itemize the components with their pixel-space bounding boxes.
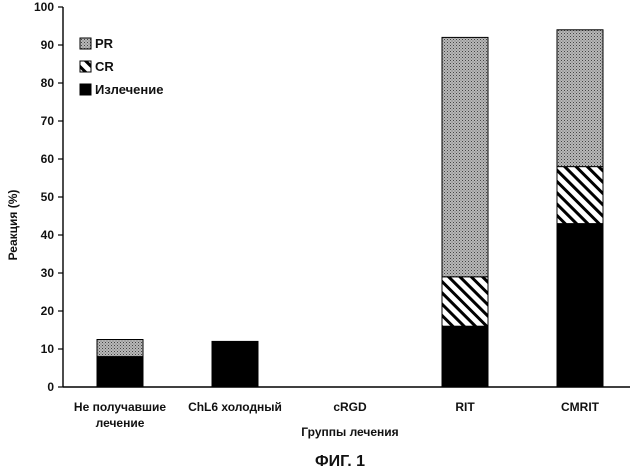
y-tick-label: 0 — [47, 380, 54, 394]
x-tick-label-line: RIT — [455, 400, 475, 414]
y-tick-label: 20 — [41, 304, 55, 318]
y-tick-label: 50 — [41, 190, 55, 204]
y-tick-label: 100 — [34, 0, 54, 14]
y-tick-label: 40 — [41, 228, 55, 242]
legend-swatch — [80, 84, 91, 95]
bar-segment — [212, 341, 258, 387]
y-tick-label: 90 — [41, 38, 55, 52]
legend-entry: CR — [95, 59, 114, 74]
x-tick-label-line: лечение — [96, 416, 145, 430]
y-axis-label: Реакция (%) — [6, 190, 20, 261]
y-tick-label: 30 — [41, 266, 55, 280]
y-tick-label: 80 — [41, 76, 55, 90]
legend-swatch — [80, 61, 91, 72]
x-tick-label-line: Не получавшие — [74, 400, 166, 414]
bar-segment — [557, 30, 603, 167]
x-axis-label: Группы лечения — [301, 425, 398, 439]
x-tick-label: cRGD — [333, 400, 367, 414]
bar-segment — [442, 37, 488, 276]
legend: PR CR Излечение — [80, 36, 163, 97]
legend-swatch — [80, 38, 91, 49]
bar-segment — [557, 224, 603, 387]
x-tick-label: CMRIT — [561, 400, 600, 414]
x-tick-label-line: cRGD — [333, 400, 367, 414]
bar-segment — [442, 277, 488, 326]
y-tick-label: 60 — [41, 152, 55, 166]
x-tick-label: RIT — [455, 400, 475, 414]
x-tick-label: ChL6 холодный — [188, 400, 282, 414]
bar-segment — [557, 167, 603, 224]
bar-segment — [442, 326, 488, 387]
legend-entry: PR — [95, 36, 114, 51]
legend-entry: Излечение — [95, 82, 163, 97]
y-tick-label: 10 — [41, 342, 55, 356]
y-tick-label: 70 — [41, 114, 55, 128]
figure-caption: ФИГ. 1 — [315, 453, 365, 470]
x-tick-label-line: CMRIT — [561, 400, 600, 414]
x-tick-label-line: ChL6 холодный — [188, 400, 282, 414]
bar-segment — [97, 340, 143, 357]
x-tick-label: Не получавшие лечение — [74, 400, 166, 430]
plot-area: 0 10 20 30 40 50 60 70 80 90 100 Не получавшие лечен… — [34, 0, 630, 430]
bar-segment — [97, 357, 143, 387]
